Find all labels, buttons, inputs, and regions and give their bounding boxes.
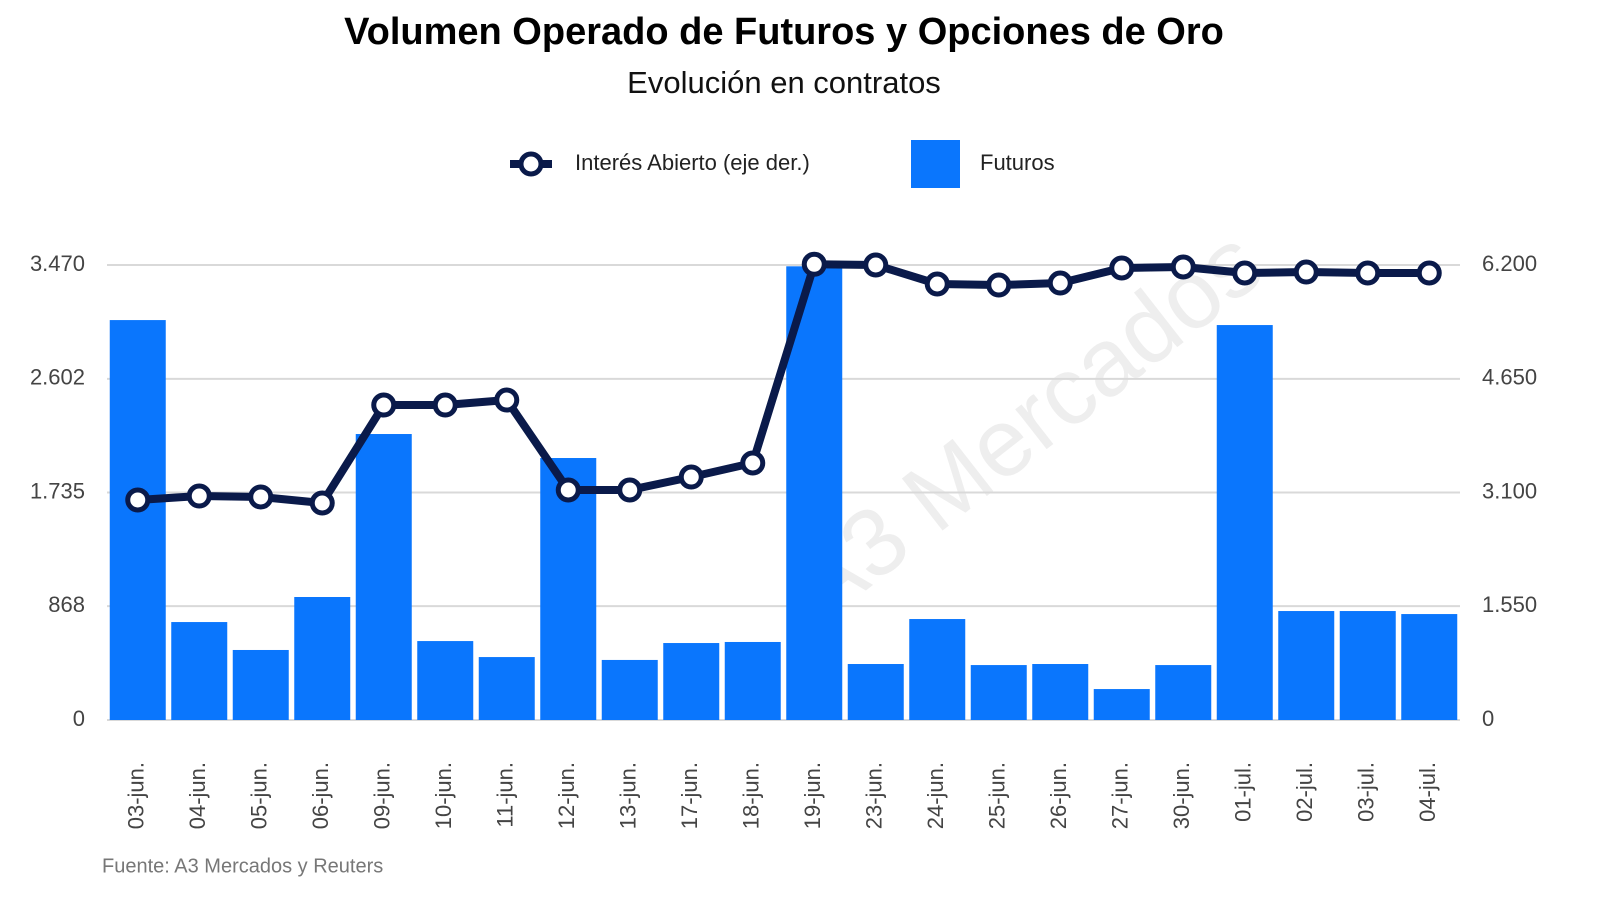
- legend-marker: [518, 151, 544, 177]
- x-tick-label: 04-jul.: [1415, 762, 1440, 822]
- legend-swatch: [911, 140, 960, 188]
- x-tick-label: 12-jun.: [554, 762, 579, 829]
- x-tick-label: 05-jun.: [247, 762, 272, 829]
- chart-title: Volumen Operado de Futuros y Opciones de…: [344, 11, 1224, 53]
- x-tick-label: 30-jun.: [1169, 762, 1194, 829]
- bar: [786, 266, 843, 720]
- bar: [1339, 611, 1396, 720]
- x-tick-label: 02-jul.: [1292, 762, 1317, 822]
- y-tick-label: 3.470: [30, 251, 85, 276]
- x-tick-label: 04-jun.: [185, 762, 210, 829]
- line-marker: [863, 252, 889, 278]
- bar: [970, 665, 1027, 720]
- line-marker: [1170, 254, 1196, 280]
- line-marker: [1416, 260, 1442, 286]
- x-tick-label: 17-jun.: [677, 762, 702, 829]
- line-marker: [801, 251, 827, 277]
- line-marker: [309, 490, 335, 516]
- bar: [1093, 689, 1150, 720]
- bar: [109, 320, 166, 720]
- line-marker: [125, 487, 151, 513]
- y2-tick-label: 1.550: [1482, 592, 1537, 617]
- x-tick-label: 13-jun.: [616, 762, 641, 829]
- x-tick-label: 24-jun.: [923, 762, 948, 829]
- bar: [663, 643, 720, 720]
- line-marker: [1047, 270, 1073, 296]
- line: [137, 260, 1430, 507]
- x-tick-label: 25-jun.: [985, 762, 1010, 829]
- bar: [724, 641, 781, 720]
- x-tick-label: 10-jun.: [431, 762, 456, 829]
- y-tick-label: 868: [48, 592, 85, 617]
- x-tick-label: 09-jun.: [370, 762, 395, 829]
- line-marker: [617, 477, 643, 503]
- chart-subtitle: Evolución en contratos: [627, 65, 941, 100]
- bar: [355, 434, 412, 720]
- line-marker: [494, 387, 520, 413]
- line-marker: [1355, 260, 1381, 286]
- bar: [1401, 614, 1458, 720]
- source-note: Fuente: A3 Mercados y Reuters: [102, 855, 383, 877]
- y2-tick-label: 6.200: [1482, 251, 1537, 276]
- bar: [171, 622, 228, 720]
- line-marker: [555, 477, 581, 503]
- x-tick-label: 03-jun.: [124, 762, 149, 829]
- line-marker: [678, 464, 704, 490]
- line-marker: [1109, 255, 1135, 281]
- line-marker: [924, 271, 950, 297]
- legend-label: Interés Abierto (eje der.): [575, 150, 810, 175]
- x-tick-label: 01-jul.: [1231, 762, 1256, 822]
- line-marker: [371, 392, 397, 418]
- y-tick-label: 2.602: [30, 365, 85, 390]
- x-tick-label: 19-jun.: [800, 762, 825, 829]
- x-tick-label: 23-jun.: [862, 762, 887, 829]
- legend-label: Futuros: [980, 150, 1055, 175]
- line-marker: [1232, 260, 1258, 286]
- bar: [478, 657, 535, 720]
- x-tick-label: 03-jul.: [1354, 762, 1379, 822]
- bar: [1278, 611, 1335, 720]
- bar: [909, 619, 966, 720]
- line-marker: [986, 272, 1012, 298]
- bar: [232, 649, 289, 720]
- y2-tick-label: 0: [1482, 706, 1494, 731]
- y-tick-label: 1.735: [30, 478, 85, 503]
- x-tick-label: 27-jun.: [1108, 762, 1133, 829]
- bar: [601, 659, 658, 720]
- bar: [1155, 665, 1212, 720]
- y-tick-label: 0: [73, 706, 85, 731]
- line-marker: [1293, 259, 1319, 285]
- bar: [847, 664, 904, 720]
- x-tick-label: 06-jun.: [308, 762, 333, 829]
- line-marker: [186, 483, 212, 509]
- bar: [294, 597, 351, 720]
- line-marker: [432, 392, 458, 418]
- bar: [1032, 664, 1089, 720]
- line-marker: [740, 450, 766, 476]
- bar: [1216, 325, 1273, 720]
- y2-tick-label: 4.650: [1482, 365, 1537, 390]
- bar: [417, 641, 474, 720]
- x-tick-label: 18-jun.: [739, 762, 764, 829]
- x-tick-label: 11-jun.: [493, 762, 518, 828]
- line-marker: [248, 484, 274, 510]
- y2-tick-label: 3.100: [1482, 478, 1537, 503]
- x-tick-label: 26-jun.: [1046, 762, 1071, 829]
